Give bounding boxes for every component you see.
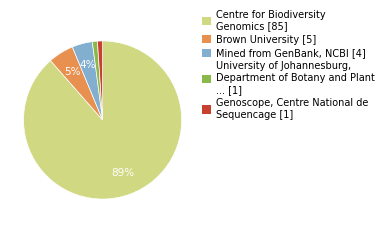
Wedge shape (92, 41, 103, 120)
Wedge shape (51, 47, 103, 120)
Text: 5%: 5% (64, 67, 81, 77)
Wedge shape (97, 41, 103, 120)
Text: 4%: 4% (80, 60, 96, 70)
Legend: Centre for Biodiversity
Genomics [85], Brown University [5], Mined from GenBank,: Centre for Biodiversity Genomics [85], B… (203, 10, 375, 120)
Wedge shape (72, 42, 103, 120)
Text: 89%: 89% (111, 168, 134, 178)
Wedge shape (24, 41, 182, 199)
